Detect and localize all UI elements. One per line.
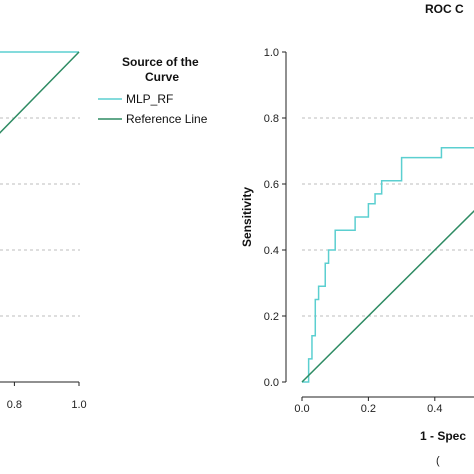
right-x-tick-label: 0.0 (294, 403, 309, 415)
right-y-tick-label: 1.0 (264, 47, 279, 59)
right-series-mlp-rf (302, 146, 474, 383)
legend: Source of the Curve MLP_RF Reference Line (98, 55, 208, 126)
legend-title: Source of the Curve (122, 55, 202, 84)
left-series (0, 51, 80, 134)
y-axis-title: Sensitivity (240, 187, 254, 247)
left-x-ticks: 0.8 1.0 (7, 382, 87, 411)
right-x-tick-label: 0.4 (427, 403, 442, 415)
right-y-tick-label: 0.8 (264, 113, 279, 125)
right-roc-panel: ROC C 0.0 0.2 0.4 0.6 0.8 1.0 0.0 0.2 0.4 Sensi… (240, 2, 474, 467)
legend-label: MLP_RF (126, 92, 173, 106)
right-x-ticks: 0.0 0.2 0.4 (294, 397, 442, 415)
right-y-tick-label: 0.2 (264, 311, 279, 323)
left-x-tick-label: 1.0 (71, 399, 86, 411)
legend-items: MLP_RF Reference Line (98, 92, 208, 126)
right-y-tick-label: 0.0 (264, 377, 279, 389)
right-series (301, 146, 474, 383)
left-grid (0, 117, 80, 317)
right-x-tick-label: 0.2 (361, 403, 376, 415)
right-y-tick-label: 0.4 (264, 245, 279, 257)
legend-label: Reference Line (126, 112, 208, 126)
caption-fragment: ( (436, 455, 440, 467)
right-y-ticks: 0.0 0.2 0.4 0.6 0.8 1.0 (264, 47, 286, 389)
right-series-reference-line (301, 209, 474, 383)
left-x-tick-label: 0.8 (7, 399, 22, 411)
left-roc-panel: 0.8 1.0 (0, 51, 87, 411)
left-series-reference-line (0, 51, 80, 134)
chart-title: ROC C (425, 2, 464, 16)
right-grid (302, 117, 474, 317)
left-series-mlp-rf (0, 51, 79, 53)
x-axis-title: 1 - Spec (420, 429, 466, 443)
right-y-tick-label: 0.6 (264, 179, 279, 191)
